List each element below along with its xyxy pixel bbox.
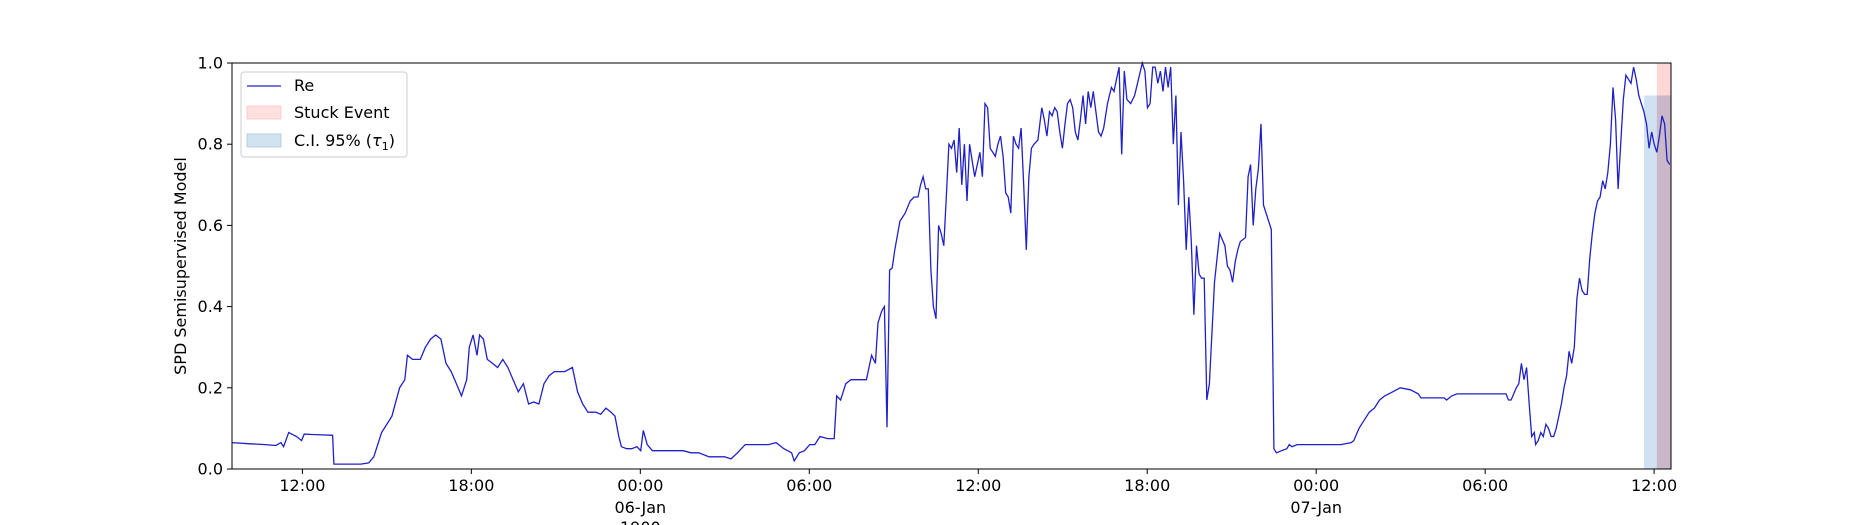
shaded-regions [1643,63,1671,469]
legend-label-stuck: Stuck Event [294,103,390,122]
y-axis: 0.0 0.2 0.4 0.6 0.8 1.0 [198,54,232,479]
legend-label-ci: C.I. 95% (τ1) [294,131,395,153]
legend-stuck-swatch [246,105,282,120]
x-tick-label: 00:00 [617,476,663,495]
x-tick-label: 18:00 [1124,476,1170,495]
y-tick-label: 0.2 [198,378,223,397]
legend-label-re: Re [294,76,314,95]
x-tick-label: 06:00 [1462,476,1508,495]
y-tick-label: 0.4 [198,297,223,316]
x-tick-label: 06:00 [786,476,832,495]
x-tick-label: 12:00 [955,476,1001,495]
y-axis-label: SPD Semisupervised Model [171,157,190,375]
y-tick-label: 0.6 [198,216,223,235]
legend-frame [240,71,408,158]
y-tick-label: 0.8 [198,135,223,154]
y-tick-label: 0.0 [198,460,223,479]
x-tick-date-label: 07-Jan [1290,498,1342,517]
x-tick-label: 00:00 [1293,476,1339,495]
plot-frame [231,62,1672,470]
x-tick-label: 12:00 [1631,476,1677,495]
x-axis: 12:00 18:00 00:00 06-Jan 06:00 12:00 18:00 00:0… [279,469,1677,517]
x-tick-label: 12:00 [279,476,325,495]
x-tick-date-label: 06-Jan [614,498,666,517]
legend: Re Stuck Event C.I. 95% (τ1) [240,71,408,158]
year-label: 1900 [620,518,661,525]
x-tick-label: 18:00 [448,476,494,495]
stuck-ci-overlap [1656,95,1671,469]
y-tick-label: 1.0 [198,54,223,73]
legend-ci-swatch [246,133,282,148]
series-line-re [231,60,1671,465]
